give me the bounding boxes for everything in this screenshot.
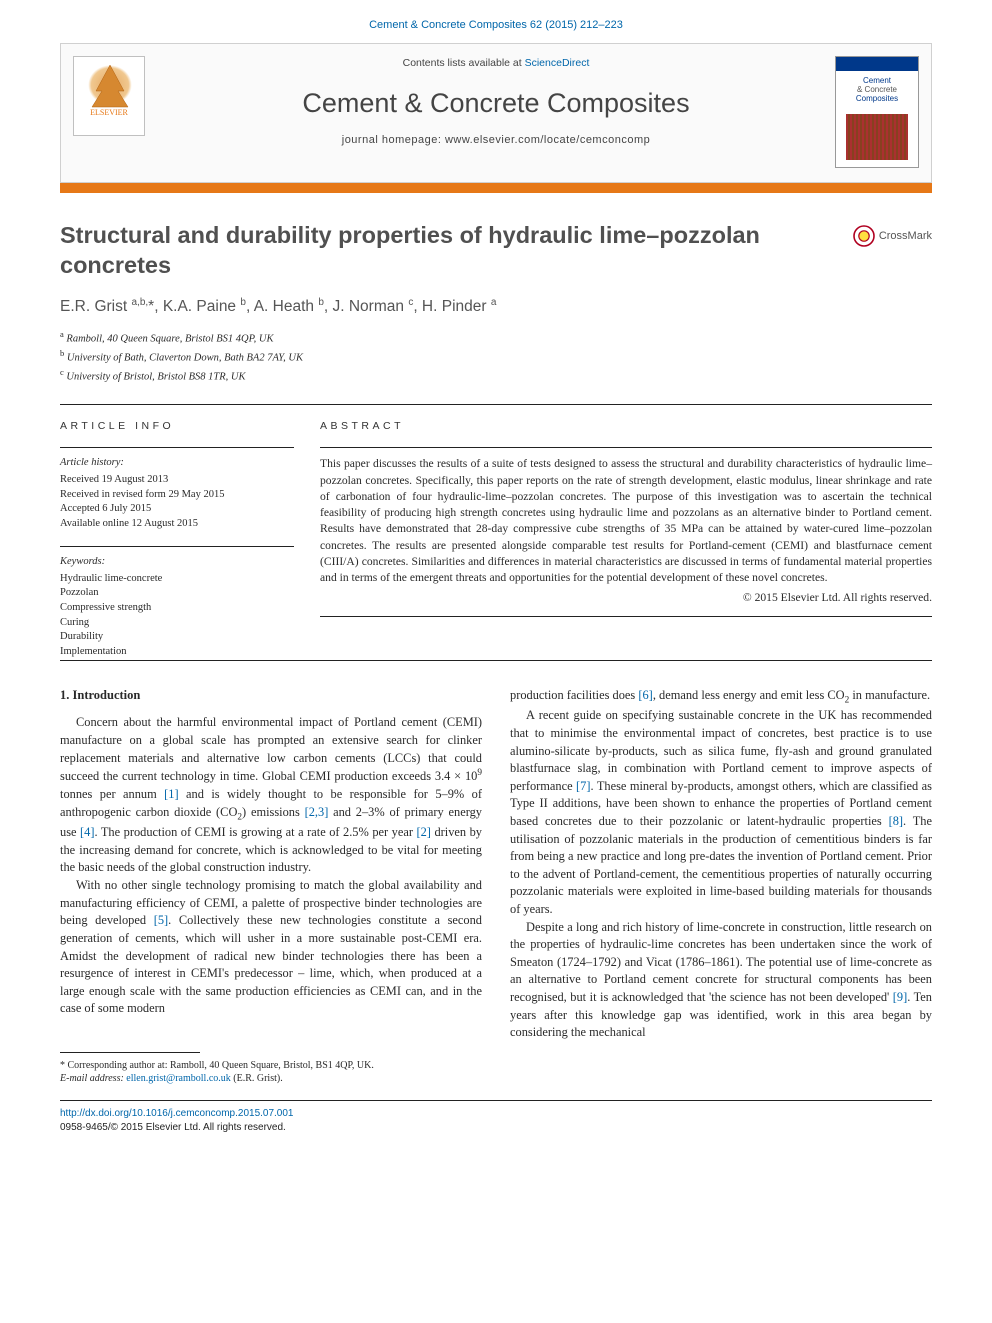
abstract-heading: ABSTRACT	[320, 419, 932, 434]
corresponding-author-footnote: * Corresponding author at: Ramboll, 40 Q…	[60, 1059, 482, 1086]
journal-homepage: journal homepage: www.elsevier.com/locat…	[61, 133, 931, 148]
section-1-heading: 1. Introduction	[60, 687, 482, 705]
body-col-right: production facilities does [6], demand l…	[510, 687, 932, 1086]
crossmark-badge[interactable]: CrossMark	[853, 225, 932, 247]
contents-available-line: Contents lists available at ScienceDirec…	[61, 56, 931, 71]
affiliations: a a Ramboll, 40 Queen Square, Bristol BS…	[60, 328, 932, 386]
rule-below-meta	[60, 660, 932, 661]
info-rule	[60, 447, 294, 448]
journal-homepage-url[interactable]: www.elsevier.com/locate/cemconcomp	[445, 134, 650, 146]
ref-link[interactable]: [1]	[164, 787, 178, 801]
elsevier-logo[interactable]: ELSEVIER	[73, 56, 145, 136]
elsevier-tree-icon	[84, 63, 136, 109]
article-info-column: ARTICLE INFO Article history: Received 1…	[60, 419, 320, 660]
sciencedirect-link[interactable]: ScienceDirect	[525, 57, 590, 69]
intro-para-1: Concern about the harmful environmental …	[60, 714, 482, 877]
affiliation-b: b University of Bath, Claverton Down, Ba…	[60, 347, 932, 366]
keyword: Curing	[60, 616, 294, 631]
ref-link[interactable]: [2]	[416, 825, 430, 839]
history-received: Received 19 August 2013	[60, 473, 294, 488]
masthead: ELSEVIER Contents lists available at Sci…	[60, 43, 932, 183]
ref-link[interactable]: [6]	[638, 688, 652, 702]
crossmark-icon	[853, 225, 875, 247]
abstract-text: This paper discusses the results of a su…	[320, 456, 932, 586]
footnote-rule	[60, 1052, 200, 1053]
history-revised: Received in revised form 29 May 2015	[60, 488, 294, 503]
keywords-label: Keywords:	[60, 555, 294, 570]
top-citation: Cement & Concrete Composites 62 (2015) 2…	[0, 0, 992, 43]
article-title: Structural and durability properties of …	[60, 221, 820, 280]
keyword: Compressive strength	[60, 601, 294, 616]
ref-link[interactable]: [7]	[576, 779, 590, 793]
keyword: Implementation	[60, 645, 294, 660]
ref-link[interactable]: [8]	[889, 814, 903, 828]
abstract-rule	[320, 447, 932, 448]
keyword: Durability	[60, 630, 294, 645]
body-col-left: 1. Introduction Concern about the harmfu…	[60, 687, 482, 1086]
orange-rule	[60, 183, 932, 193]
history-label: Article history:	[60, 456, 294, 471]
authors: E.R. Grist a,b,*, K.A. Paine b, A. Heath…	[60, 296, 932, 318]
affiliation-c: c University of Bristol, Bristol BS8 1TR…	[60, 366, 932, 385]
ref-link[interactable]: [9]	[893, 990, 907, 1004]
copyright-line: © 2015 Elsevier Ltd. All rights reserved…	[320, 590, 932, 606]
intro-para-3: A recent guide on specifying sustainable…	[510, 707, 932, 918]
history-accepted: Accepted 6 July 2015	[60, 502, 294, 517]
ref-link[interactable]: [2,3]	[305, 805, 329, 819]
history-online: Available online 12 August 2015	[60, 517, 294, 532]
intro-para-4: Despite a long and rich history of lime-…	[510, 919, 932, 1042]
issn-copyright: 0958-9465/© 2015 Elsevier Ltd. All right…	[60, 1121, 932, 1135]
intro-para-2: With no other single technology promisin…	[60, 877, 482, 1018]
journal-name: Cement & Concrete Composites	[61, 85, 931, 123]
footer: http://dx.doi.org/10.1016/j.cemconcomp.2…	[60, 1100, 932, 1135]
author-email[interactable]: ellen.grist@ramboll.co.uk	[126, 1073, 230, 1084]
journal-cover-thumbnail[interactable]: Cement & Concrete Composites	[835, 56, 919, 168]
cover-image	[846, 114, 908, 160]
intro-para-2-cont: production facilities does [6], demand l…	[510, 687, 932, 708]
article-info-heading: ARTICLE INFO	[60, 419, 294, 434]
abstract-bottom-rule	[320, 616, 932, 617]
ref-link[interactable]: [4]	[80, 825, 94, 839]
doi-link[interactable]: http://dx.doi.org/10.1016/j.cemconcomp.2…	[60, 1108, 294, 1119]
kw-rule	[60, 546, 294, 547]
affiliation-a: a a Ramboll, 40 Queen Square, Bristol BS…	[60, 328, 932, 347]
cover-title: Cement & Concrete Composites	[836, 77, 918, 103]
keyword: Pozzolan	[60, 586, 294, 601]
cover-bar	[836, 57, 918, 71]
abstract-column: ABSTRACT This paper discusses the result…	[320, 419, 932, 660]
elsevier-label: ELSEVIER	[90, 108, 128, 117]
keyword: Hydraulic lime-concrete	[60, 572, 294, 587]
ref-link[interactable]: [5]	[154, 913, 168, 927]
